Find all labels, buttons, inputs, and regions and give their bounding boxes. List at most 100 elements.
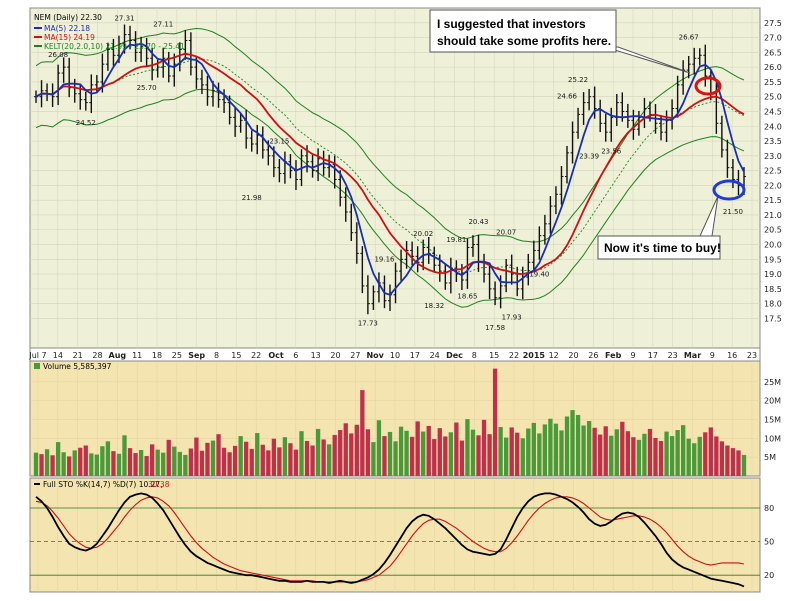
price-bar: [332, 155, 337, 189]
price-bar: [56, 64, 61, 106]
price-bar: [172, 53, 177, 87]
x-tick-label: 17: [410, 351, 420, 360]
volume-bar: [492, 368, 498, 476]
sto-legend: Full STO %K(14,7) %D(7) 10.27, 30.38: [34, 480, 170, 489]
volume-y-tick: 5M: [764, 453, 776, 462]
volume-bar: [166, 439, 171, 476]
price-bar: [205, 75, 210, 106]
volume-bar: [44, 449, 50, 476]
volume-bar: [647, 428, 653, 476]
volume-bar: [636, 439, 642, 476]
x-tick-label: 15: [231, 351, 241, 360]
volume-bar: [470, 429, 476, 476]
volume-bar: [349, 433, 354, 476]
x-tick-label: 14: [53, 351, 63, 360]
price-bar: [692, 47, 697, 75]
price-bar: [410, 241, 415, 266]
price-bar: [354, 222, 359, 264]
volume-bar: [404, 430, 409, 476]
price-bar: [249, 130, 254, 152]
volume-bar: [454, 422, 459, 476]
volume-bar: [343, 423, 348, 476]
volume-bar: [183, 454, 188, 476]
volume-bar: [244, 441, 249, 476]
price-bar: [277, 158, 282, 183]
volume-bar: [448, 432, 454, 476]
price-bar: [531, 240, 536, 273]
x-tick-label: 21: [73, 351, 83, 360]
volume-bar: [542, 424, 548, 476]
volume-bar: [111, 451, 116, 476]
volume-bar: [371, 442, 376, 476]
price-label: 21.50: [723, 208, 743, 216]
volume-bar: [708, 427, 713, 476]
volume-bar: [586, 421, 592, 476]
x-tick-label: 18: [152, 351, 162, 360]
volume-bar: [736, 450, 741, 476]
price-label: 18.65: [457, 292, 477, 300]
price-label: 24.52: [76, 119, 96, 127]
price-bar: [565, 145, 569, 184]
sto-y-tick: 80: [764, 504, 774, 513]
volume-bar: [631, 437, 636, 476]
price-bar: [697, 48, 702, 66]
ma5-line: [35, 42, 745, 296]
annotation-profits-line2: should take some profits here.: [437, 34, 611, 48]
price-y-tick: 27.5: [764, 19, 782, 28]
price-label: 23.15: [269, 137, 289, 145]
price-label: 23.39: [579, 152, 599, 160]
volume-bar: [260, 444, 265, 476]
price-bar: [526, 253, 531, 286]
price-bar: [133, 31, 138, 62]
volume-bar: [149, 444, 155, 476]
x-tick-label: 20: [330, 351, 340, 360]
sell-circle: [694, 76, 722, 96]
x-tick-label: Nov: [366, 351, 384, 360]
ma15-line: [35, 52, 745, 276]
price-bar: [105, 42, 110, 71]
price-bar: [360, 246, 365, 294]
price-y-tick: 19.0: [764, 270, 782, 279]
x-tick-label: 13: [311, 351, 321, 360]
price-y-tick: 21.0: [764, 211, 782, 220]
x-tick-label: Dec: [446, 351, 463, 360]
price-label: 20.07: [496, 228, 516, 236]
price-bar: [609, 107, 614, 142]
volume-bar: [548, 418, 553, 476]
volume-y-tick: 10M: [764, 434, 781, 443]
volume-bar: [293, 449, 299, 476]
volume-bar: [609, 435, 614, 476]
volume-bar: [537, 433, 542, 476]
volume-bar: [658, 440, 664, 476]
volume-bar: [531, 422, 536, 476]
volume-bar: [55, 442, 61, 476]
volume-bar: [266, 450, 271, 476]
price-bar: [338, 170, 343, 207]
volume-bar: [559, 430, 564, 476]
volume-bar: [78, 447, 83, 476]
volume-bar: [326, 444, 332, 476]
legend-kelt: KELT(20,2.0,10) 21.99 - 23.70 - 25.41: [44, 42, 185, 51]
volume-bar: [725, 445, 730, 476]
volume-bar: [487, 434, 492, 476]
volume-bar: [592, 427, 597, 476]
volume-bar: [321, 439, 326, 476]
legend-sto: Full STO %K(14,7) %D(7) 10.27,: [43, 480, 163, 489]
volume-bar: [570, 410, 575, 476]
volume-bar: [503, 437, 509, 476]
price-bar: [183, 30, 188, 60]
keltner-middle-line: [35, 58, 745, 274]
volume-bar: [210, 440, 216, 476]
keltner-upper-line: [35, 27, 745, 243]
volume-bar: [238, 436, 243, 476]
legend-ma15: MA(15) 24.19: [44, 33, 95, 42]
price-bar: [238, 113, 243, 133]
price-label: 27.31: [114, 14, 134, 22]
x-tick-label: 23: [747, 351, 757, 360]
volume-bar: [714, 436, 719, 476]
volume-bar: [697, 436, 702, 476]
volume-bar: [620, 421, 625, 476]
volume-bar: [205, 442, 210, 476]
price-bar: [404, 241, 409, 269]
sto-y-tick: 20: [764, 571, 774, 580]
